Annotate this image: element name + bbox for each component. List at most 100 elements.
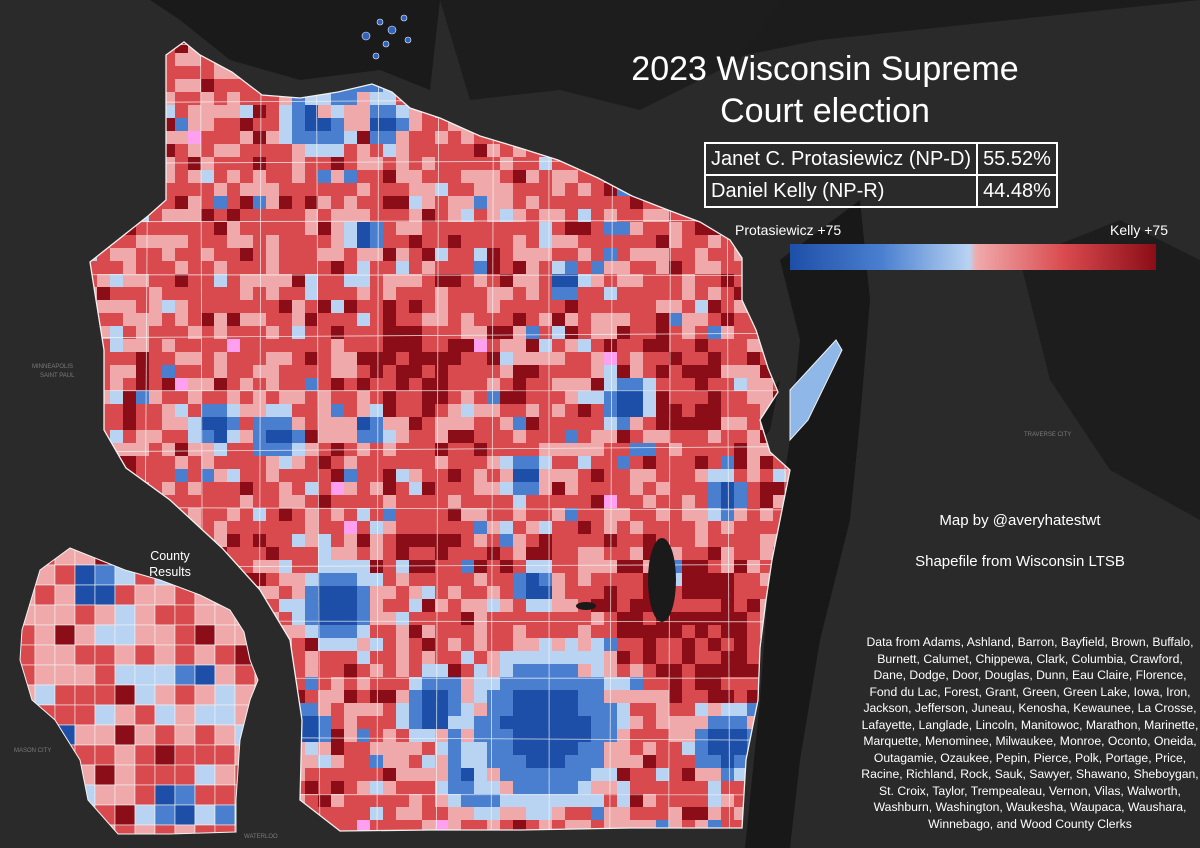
ward-cell bbox=[448, 534, 462, 548]
ward-cell bbox=[409, 495, 423, 509]
county-cell bbox=[94, 744, 116, 766]
ward-cell bbox=[461, 638, 475, 652]
ward-cell bbox=[318, 664, 332, 678]
county-cell bbox=[34, 604, 56, 626]
ward-cell bbox=[162, 274, 176, 288]
ward-cell bbox=[370, 183, 384, 197]
ward-cell bbox=[279, 235, 293, 249]
ward-cell bbox=[591, 469, 605, 483]
ward-cell bbox=[357, 170, 371, 184]
ward-cell bbox=[565, 313, 579, 327]
ward-cell bbox=[656, 300, 670, 314]
ward-cell bbox=[305, 235, 319, 249]
county-cell bbox=[154, 704, 176, 726]
ward-cell bbox=[617, 326, 631, 340]
ward-cell bbox=[435, 521, 449, 535]
ward-cell bbox=[422, 326, 436, 340]
ward-cell bbox=[617, 443, 631, 457]
ward-cell bbox=[188, 131, 202, 145]
ward-cell bbox=[344, 508, 358, 522]
ward-cell bbox=[279, 495, 293, 509]
ward-cell bbox=[396, 768, 410, 782]
county-border-line bbox=[376, 42, 379, 831]
ward-cell bbox=[110, 313, 124, 327]
ward-cell bbox=[435, 508, 449, 522]
ward-cell bbox=[305, 794, 319, 808]
county-cell bbox=[114, 744, 136, 766]
ward-cell bbox=[214, 521, 228, 535]
ward-cell bbox=[409, 352, 423, 366]
ward-cell bbox=[396, 638, 410, 652]
ward-cell bbox=[630, 248, 644, 262]
ward-cell bbox=[201, 183, 215, 197]
ward-cell bbox=[409, 131, 423, 145]
ward-cell bbox=[331, 677, 345, 691]
ward-cell bbox=[448, 807, 462, 821]
ward-cell bbox=[266, 443, 280, 457]
ward-cell bbox=[747, 456, 761, 470]
ward-cell bbox=[695, 781, 709, 795]
county-cell bbox=[94, 764, 116, 786]
ward-cell bbox=[734, 443, 748, 457]
ward-cell bbox=[435, 209, 449, 223]
ward-cell bbox=[253, 222, 267, 236]
ward-cell bbox=[201, 105, 215, 119]
ward-cell bbox=[422, 560, 436, 574]
ward-cell bbox=[318, 417, 332, 431]
ward-cell bbox=[175, 235, 189, 249]
ward-cell bbox=[188, 430, 202, 444]
ward-cell bbox=[383, 768, 397, 782]
ward-cell bbox=[591, 690, 605, 704]
ward-cell bbox=[708, 716, 722, 730]
county-cell bbox=[214, 824, 236, 834]
ward-cell bbox=[682, 391, 696, 405]
ward-cell bbox=[461, 625, 475, 639]
ward-cell bbox=[123, 326, 137, 340]
ward-cell bbox=[474, 326, 488, 340]
ward-cell bbox=[604, 703, 618, 717]
ward-cell bbox=[591, 378, 605, 392]
ward-cell bbox=[565, 417, 579, 431]
ward-cell bbox=[448, 664, 462, 678]
ward-cell bbox=[721, 664, 735, 678]
ward-cell bbox=[214, 79, 228, 93]
ward-cell bbox=[149, 352, 163, 366]
ward-cell bbox=[370, 651, 384, 665]
ward-cell bbox=[708, 430, 722, 444]
ward-cell bbox=[383, 690, 397, 704]
ward-cell bbox=[682, 586, 696, 600]
ward-cell bbox=[175, 209, 189, 223]
ward-cell bbox=[383, 352, 397, 366]
ward-cell bbox=[552, 352, 566, 366]
ward-cell bbox=[422, 755, 436, 769]
ward-cell bbox=[383, 664, 397, 678]
ward-cell bbox=[513, 443, 527, 457]
ward-cell bbox=[214, 222, 228, 236]
ward-cell bbox=[474, 729, 488, 743]
ward-cell bbox=[565, 430, 579, 444]
ward-cell bbox=[604, 378, 618, 392]
ward-cell bbox=[721, 716, 735, 730]
ward-cell bbox=[643, 443, 657, 457]
ward-cell bbox=[175, 92, 189, 106]
ward-cell bbox=[266, 209, 280, 223]
ward-cell bbox=[409, 170, 423, 184]
county-cell bbox=[174, 644, 196, 666]
ward-cell bbox=[188, 508, 202, 522]
ward-cell bbox=[552, 729, 566, 743]
ward-cell bbox=[383, 235, 397, 249]
ward-cell bbox=[448, 326, 462, 340]
ward-cell bbox=[617, 651, 631, 665]
ward-cell bbox=[461, 170, 475, 184]
ward-cell bbox=[565, 586, 579, 600]
ward-cell bbox=[149, 417, 163, 431]
ward-cell bbox=[461, 677, 475, 691]
ward-cell bbox=[175, 118, 189, 132]
ward-cell bbox=[539, 794, 553, 808]
ward-cell bbox=[240, 170, 254, 184]
ward-cell bbox=[708, 677, 722, 691]
ward-cell bbox=[669, 391, 683, 405]
ward-cell bbox=[578, 430, 592, 444]
ward-cell bbox=[630, 651, 644, 665]
ward-cell bbox=[721, 703, 735, 717]
